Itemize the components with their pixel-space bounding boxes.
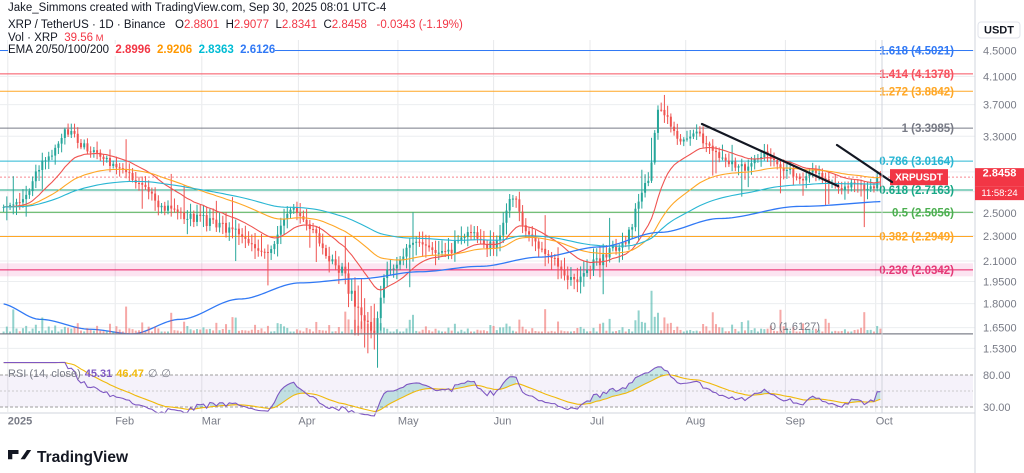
svg-text:Mar: Mar xyxy=(202,416,221,428)
svg-text:80.00: 80.00 xyxy=(983,370,1011,382)
svg-text:11:58:24: 11:58:24 xyxy=(981,188,1017,199)
svg-text:1.5300: 1.5300 xyxy=(983,343,1017,355)
svg-text:1 (3.3985): 1 (3.3985) xyxy=(902,123,955,135)
svg-text:2.3000: 2.3000 xyxy=(983,231,1017,243)
svg-text:XRPUSDT: XRPUSDT xyxy=(895,173,943,184)
svg-text:46.47: 46.47 xyxy=(116,368,144,380)
svg-text:30.00: 30.00 xyxy=(983,402,1011,414)
svg-text:Jun: Jun xyxy=(494,416,512,428)
svg-text:45.31: 45.31 xyxy=(85,368,113,380)
svg-text:Jul: Jul xyxy=(590,416,604,428)
svg-text:1.6500: 1.6500 xyxy=(983,323,1017,335)
svg-text:4.5000: 4.5000 xyxy=(983,46,1017,58)
svg-text:3.3000: 3.3000 xyxy=(983,131,1017,143)
svg-text:0.382 (2.2949): 0.382 (2.2949) xyxy=(879,232,954,244)
svg-text:1.9500: 1.9500 xyxy=(983,276,1017,288)
svg-text:2.5000: 2.5000 xyxy=(983,208,1017,220)
svg-text:Feb: Feb xyxy=(115,416,134,428)
svg-text:1.272 (3.8842): 1.272 (3.8842) xyxy=(879,86,954,98)
svg-text:May: May xyxy=(398,416,419,428)
svg-text:Sep: Sep xyxy=(785,416,805,428)
svg-text:0.236 (2.0342): 0.236 (2.0342) xyxy=(879,265,954,277)
svg-text:∅: ∅ xyxy=(161,368,171,380)
svg-text:USDT: USDT xyxy=(984,25,1014,37)
svg-text:Aug: Aug xyxy=(686,416,706,428)
svg-text:2.8458: 2.8458 xyxy=(983,168,1017,180)
svg-text:Oct: Oct xyxy=(876,416,893,428)
svg-text:∅: ∅ xyxy=(148,368,158,380)
svg-text:1.414 (4.1378): 1.414 (4.1378) xyxy=(879,69,954,81)
svg-text:4.1000: 4.1000 xyxy=(983,71,1017,83)
svg-text:2.1000: 2.1000 xyxy=(983,256,1017,268)
svg-text:RSI (14, close): RSI (14, close) xyxy=(8,368,81,380)
svg-text:2025: 2025 xyxy=(8,416,32,428)
svg-text:1.618 (4.5021): 1.618 (4.5021) xyxy=(879,46,954,58)
svg-text:0.5 (2.5056): 0.5 (2.5056) xyxy=(892,207,954,219)
svg-text:0 (1.6127): 0 (1.6127) xyxy=(770,321,820,333)
svg-text:1.8000: 1.8000 xyxy=(983,299,1017,311)
svg-text:0.786 (3.0164): 0.786 (3.0164) xyxy=(879,156,954,168)
svg-text:0.618 (2.7163): 0.618 (2.7163) xyxy=(879,185,954,197)
svg-text:Apr: Apr xyxy=(298,416,315,428)
svg-text:3.7000: 3.7000 xyxy=(983,100,1017,112)
